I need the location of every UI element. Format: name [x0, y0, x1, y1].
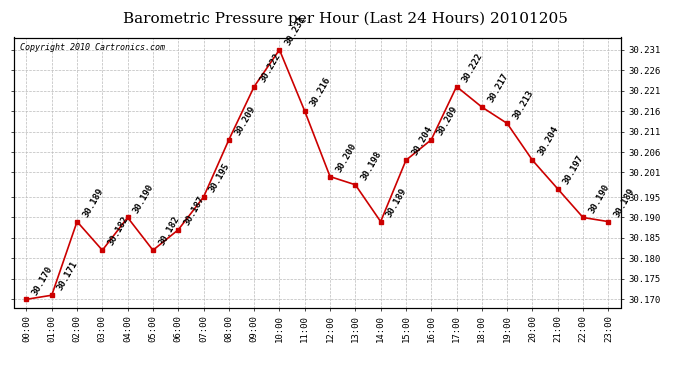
Text: 30.182: 30.182 — [106, 215, 130, 248]
Text: 30.195: 30.195 — [208, 162, 232, 194]
Text: 30.213: 30.213 — [511, 88, 535, 121]
Text: 30.209: 30.209 — [435, 105, 460, 137]
Text: 30.182: 30.182 — [157, 215, 181, 248]
Text: 30.190: 30.190 — [132, 182, 156, 215]
Text: Barometric Pressure per Hour (Last 24 Hours) 20101205: Barometric Pressure per Hour (Last 24 Ho… — [123, 11, 567, 26]
Text: Copyright 2010 Cartronics.com: Copyright 2010 Cartronics.com — [20, 43, 165, 52]
Text: 30.198: 30.198 — [359, 150, 384, 182]
Text: 30.209: 30.209 — [233, 105, 257, 137]
Text: 30.189: 30.189 — [613, 186, 636, 219]
Text: 30.190: 30.190 — [587, 182, 611, 215]
Text: 30.171: 30.171 — [56, 260, 80, 292]
Text: 30.204: 30.204 — [410, 125, 434, 158]
Text: 30.222: 30.222 — [258, 51, 282, 84]
Text: 30.231: 30.231 — [284, 15, 308, 47]
Text: 30.217: 30.217 — [486, 72, 510, 104]
Text: 30.189: 30.189 — [385, 186, 408, 219]
Text: 30.222: 30.222 — [461, 51, 484, 84]
Text: 30.187: 30.187 — [182, 195, 206, 227]
Text: 30.189: 30.189 — [81, 186, 105, 219]
Text: 30.216: 30.216 — [309, 76, 333, 108]
Text: 30.204: 30.204 — [537, 125, 560, 158]
Text: 30.170: 30.170 — [30, 264, 55, 297]
Text: 30.197: 30.197 — [562, 154, 586, 186]
Text: 30.200: 30.200 — [334, 141, 358, 174]
